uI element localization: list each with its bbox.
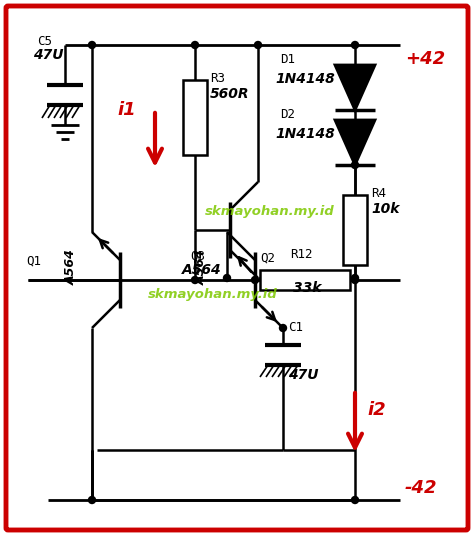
Circle shape <box>280 324 286 331</box>
Text: A564: A564 <box>195 249 208 285</box>
Circle shape <box>352 274 358 281</box>
Circle shape <box>224 274 230 281</box>
Text: 1N4148: 1N4148 <box>275 127 335 141</box>
Text: i2: i2 <box>367 401 386 419</box>
Text: 10k: 10k <box>371 202 400 216</box>
Polygon shape <box>335 120 375 165</box>
Bar <box>343 195 367 265</box>
Text: skmayohan.my.id: skmayohan.my.id <box>148 288 278 301</box>
Circle shape <box>89 41 95 48</box>
Text: 47U: 47U <box>33 48 64 62</box>
Text: C5: C5 <box>37 35 52 48</box>
Text: Q2: Q2 <box>260 252 275 265</box>
Circle shape <box>352 277 358 284</box>
Text: D2: D2 <box>280 108 295 121</box>
Circle shape <box>191 277 199 284</box>
Text: R3: R3 <box>210 72 225 85</box>
Text: D1: D1 <box>280 53 295 66</box>
Circle shape <box>89 496 95 503</box>
Circle shape <box>255 41 262 48</box>
Text: 1N4148: 1N4148 <box>275 72 335 86</box>
Text: A564: A564 <box>182 263 222 277</box>
Text: Q3: Q3 <box>190 250 205 263</box>
Text: R12: R12 <box>290 248 312 261</box>
Text: -42: -42 <box>405 479 438 497</box>
Circle shape <box>352 41 358 48</box>
Text: 560R: 560R <box>210 87 249 101</box>
FancyBboxPatch shape <box>6 6 468 530</box>
Text: i1: i1 <box>117 101 136 119</box>
Text: +42: +42 <box>405 50 445 68</box>
Text: A564: A564 <box>65 249 78 285</box>
Circle shape <box>352 496 358 503</box>
Circle shape <box>252 277 258 284</box>
Text: skmayohan.my.id: skmayohan.my.id <box>205 205 335 218</box>
Polygon shape <box>335 65 375 110</box>
Bar <box>183 80 207 155</box>
Text: R4: R4 <box>371 187 386 200</box>
Bar <box>260 270 350 290</box>
Text: 33k: 33k <box>293 281 321 295</box>
Text: Q1: Q1 <box>26 255 41 268</box>
Circle shape <box>191 41 199 48</box>
Text: 47U: 47U <box>288 368 319 382</box>
Text: C1: C1 <box>288 321 303 334</box>
Circle shape <box>352 161 358 168</box>
